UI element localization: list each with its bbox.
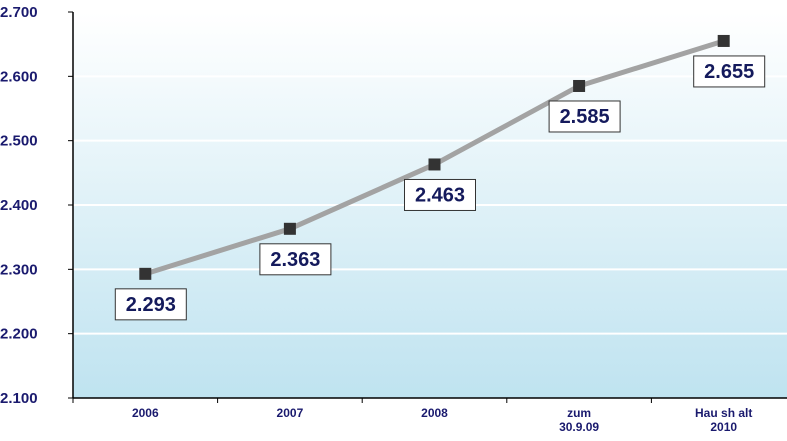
x-tick-label: zum [567,406,591,420]
data-marker [717,34,730,47]
data-label-box [548,100,621,133]
y-tick-label: 2.300 [0,261,38,278]
x-tick-label: Hau sh alt [695,406,752,420]
series-markers [139,34,730,280]
y-axis-ticks: 2.100 2.200 2.300 2.400 2.500 2.600 2.700 [0,4,38,407]
x-tick-label: 2006 [132,406,159,420]
data-label: 2.293 [126,294,176,316]
y-tick-label: 2.400 [0,197,38,214]
data-label-box [404,178,476,211]
data-label: 2.463 [415,184,465,206]
data-label: 2.585 [560,106,610,128]
x-tick-label: 2010 [710,420,737,434]
data-label: 2.655 [704,61,754,83]
y-tick-label: 2.700 [0,4,38,21]
x-tick-label: 2008 [421,406,448,420]
y-tick-label: 2.100 [0,390,38,407]
data-labels: 2.293 2.363 2.463 2.585 2.655 [114,55,766,321]
data-marker [573,79,586,92]
data-marker [283,222,296,235]
data-label-box [693,55,766,88]
x-tick-label: 30.9.09 [559,420,599,434]
data-label: 2.363 [270,249,320,271]
data-label-box [259,243,332,276]
y-tick-label: 2.600 [0,68,38,85]
axes [68,11,787,403]
y-tick-label: 2.200 [0,326,38,343]
data-marker [428,158,441,171]
y-tick-label: 2.500 [0,133,38,150]
data-label-box [114,288,187,321]
data-marker [139,267,152,280]
x-tick-label: 2007 [277,406,304,420]
